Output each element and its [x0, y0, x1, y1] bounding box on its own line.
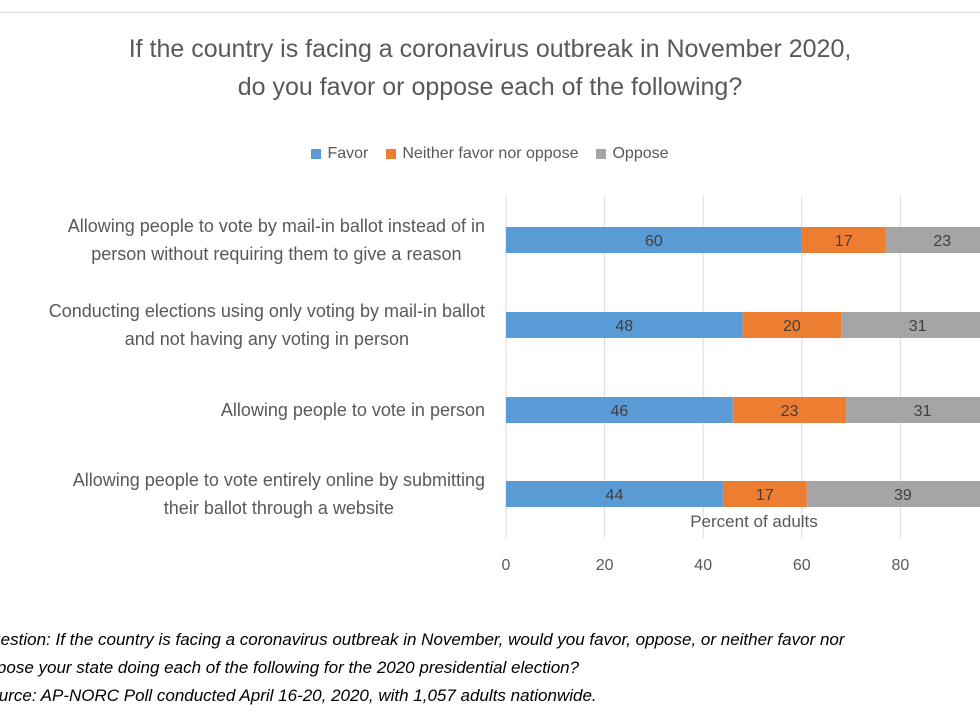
category-label-1: Conducting elections using only voting b…	[49, 297, 485, 353]
category-label-1-line-0: Conducting elections using only voting b…	[48, 301, 485, 321]
bar-1-1	[742, 312, 842, 338]
legend-label-neither: Neither favor nor oppose	[402, 145, 579, 162]
note-question-line-2: oppose your state doing each of the foll…	[0, 658, 580, 677]
chart-title: If the country is facing a coronavirus o…	[0, 30, 980, 106]
bar-0-0	[506, 227, 802, 253]
bar-0-2	[885, 227, 980, 253]
bar-0-1	[801, 227, 886, 253]
category-label-2: Allowing people to vote in person	[221, 396, 485, 424]
bar-3-0	[506, 481, 723, 507]
bar-2-2	[846, 397, 980, 423]
legend-label-favor: Favor	[327, 145, 369, 162]
x-tick-label-80: 80	[892, 557, 910, 574]
x-tick-label-60: 60	[793, 557, 811, 574]
legend-swatch-favor	[311, 149, 322, 159]
bar-2-0	[506, 397, 733, 423]
chart-notes: Question: If the country is facing a cor…	[0, 626, 845, 710]
data-label-2-2: 31	[914, 403, 932, 420]
chart-title-line-2: do you favor or oppose each of the follo…	[237, 73, 743, 101]
legend-swatch-neither	[386, 149, 397, 159]
category-label-3: Allowing people to vote entirely online …	[73, 466, 485, 522]
category-label-1-line-1: and not having any voting in person	[124, 329, 409, 349]
x-tick-label-0: 0	[502, 557, 511, 574]
legend-item-favor: Favor	[311, 145, 368, 163]
bar-3-1	[722, 481, 807, 507]
data-label-2-0: 46	[610, 403, 628, 420]
note-source: Source: AP-NORC Poll conducted April 16-…	[0, 686, 597, 705]
legend-item-neither: Neither favor nor oppose	[386, 145, 578, 163]
data-label-3-1: 17	[756, 487, 774, 504]
top-divider	[0, 12, 980, 13]
data-label-2-1: 23	[781, 403, 799, 420]
note-question-line-1: Question: If the country is facing a cor…	[0, 630, 845, 649]
category-label-0-line-1: person without requiring them to give a …	[91, 244, 462, 264]
bar-2-1	[732, 397, 847, 423]
x-tick-label-20: 20	[596, 557, 614, 574]
legend-swatch-oppose	[596, 149, 607, 159]
data-label-3-0: 44	[606, 487, 624, 504]
data-label-0-0: 60	[645, 233, 663, 250]
data-label-1-2: 31	[909, 318, 927, 335]
legend-label-oppose: Oppose	[612, 145, 669, 162]
chart-legend: Favor Neither favor nor oppose Oppose	[0, 145, 980, 163]
legend-item-oppose: Oppose	[596, 145, 669, 163]
category-label-3-line-0: Allowing people to vote entirely online …	[72, 470, 485, 490]
category-label-0: Allowing people to vote by mail-in ballo…	[68, 212, 485, 268]
data-label-0-1: 17	[835, 233, 853, 250]
x-tick-label-40: 40	[694, 557, 712, 574]
x-axis-title: Percent of adults	[690, 512, 818, 531]
data-label-1-0: 48	[615, 318, 633, 335]
data-label-0-2: 23	[933, 233, 951, 250]
bar-1-0	[506, 312, 743, 338]
category-label-3-line-1: their ballot through a website	[163, 498, 394, 518]
data-label-3-2: 39	[894, 487, 912, 504]
category-label-0-line-0: Allowing people to vote by mail-in ballo…	[67, 216, 485, 236]
data-label-1-1: 20	[783, 318, 801, 335]
bar-3-2	[806, 481, 980, 507]
category-label-2-line-0: Allowing people to vote in person	[220, 400, 485, 420]
bar-1-2	[841, 312, 980, 338]
chart-title-line-1: If the country is facing a coronavirus o…	[128, 35, 852, 63]
